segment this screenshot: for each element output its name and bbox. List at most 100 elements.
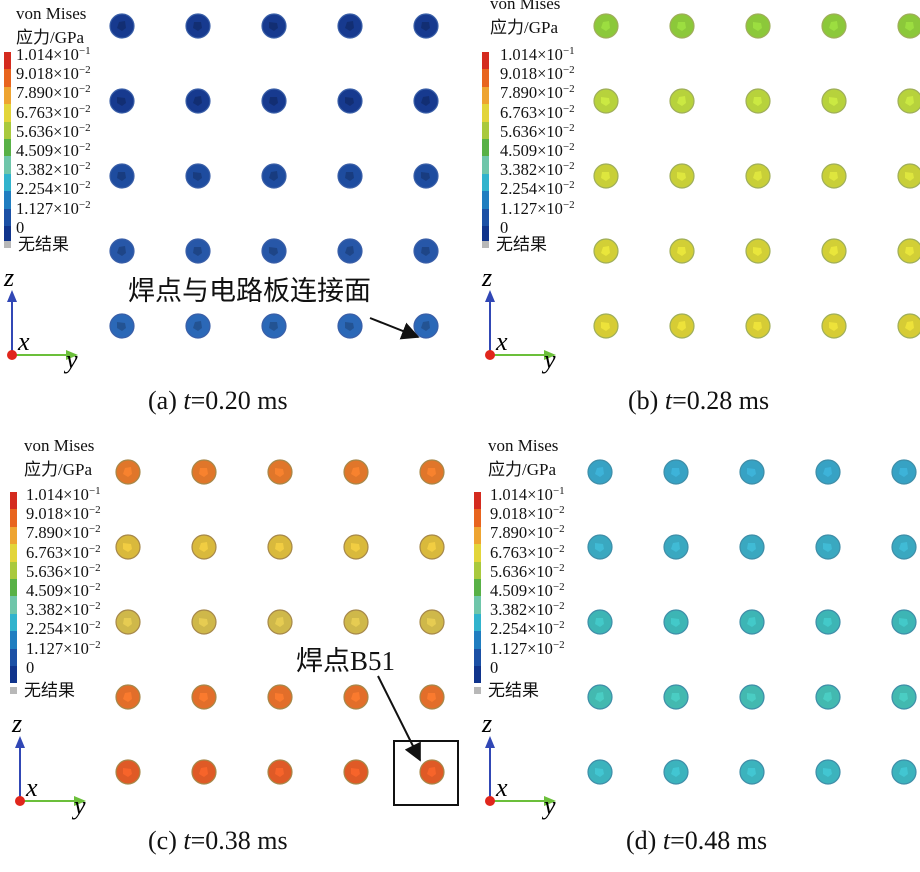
solder-joint (739, 759, 765, 785)
solder-joint (419, 534, 445, 560)
solder-joint (267, 684, 293, 710)
legend-title-line2: 应力/GPa (16, 28, 84, 47)
color-bar-segment (10, 578, 17, 597)
y-axis-arrowhead (544, 796, 556, 806)
color-bar-segment (10, 596, 17, 614)
color-bar-segment (4, 69, 11, 87)
no-result-label: 无结果 (474, 682, 539, 700)
legend-title: von Mises 应力/GPa (16, 4, 86, 48)
legend-title-line2: 应力/GPa (24, 460, 92, 479)
y-axis-label: y (541, 345, 556, 374)
color-bar-segment (482, 104, 489, 122)
solder-joint (815, 534, 841, 560)
z-axis-label: z (3, 263, 14, 292)
solder-joint (343, 609, 369, 635)
x-axis-label: x (25, 773, 38, 802)
solder-joint (419, 459, 445, 485)
solder-joint (343, 459, 369, 485)
legend-title-line1: von Mises (488, 436, 559, 455)
legend-tick: 3.382×10−2 (26, 600, 101, 620)
color-bar-segment (10, 613, 17, 632)
color-bar (10, 492, 17, 684)
color-bar-segment (482, 156, 489, 174)
color-bar-segment (10, 648, 17, 666)
legend-tick: 7.890×10−2 (26, 523, 101, 543)
x-axis-origin (485, 350, 495, 360)
panel-c: von Mises 应力/GPa 1.014×10−1 9.018×10−2 7.8… (0, 436, 460, 872)
color-bar-segment (4, 173, 11, 192)
solder-joint (261, 313, 287, 339)
solder-joint (261, 13, 287, 39)
legend-tick: 5.636×10−2 (16, 121, 91, 141)
solder-joint (191, 684, 217, 710)
color-bar-segment (474, 526, 481, 545)
z-axis-arrowhead (485, 736, 495, 748)
solder-joint (745, 313, 771, 339)
solder-joint (109, 13, 135, 39)
color-bar-segment (482, 52, 489, 70)
y-axis-arrowhead (544, 350, 556, 360)
solder-joint (821, 163, 847, 189)
legend-tick: 1.127×10−2 (26, 638, 101, 658)
solder-joint (745, 163, 771, 189)
color-bar-segment (10, 526, 17, 545)
legend-tick: 1.127×10−2 (16, 198, 91, 218)
solder-joint (185, 88, 211, 114)
z-axis-arrowhead (485, 290, 495, 302)
solder-joint (115, 759, 141, 785)
x-axis-label: x (495, 773, 508, 802)
solder-joint (109, 238, 135, 264)
solder-joint (109, 313, 135, 339)
y-axis-label: y (541, 791, 556, 820)
color-bar-segment (10, 631, 17, 649)
no-result-swatch (4, 241, 11, 248)
solder-joint (593, 13, 619, 39)
y-axis-arrowhead (74, 796, 86, 806)
solder-joint (261, 163, 287, 189)
solder-joint (891, 609, 917, 635)
color-bar (4, 52, 11, 244)
color-bar-segment (474, 509, 481, 527)
legend-tick: 1.014×10−1 (500, 45, 575, 64)
legend-tick: 6.763×10−2 (16, 102, 91, 122)
color-bar-segment (482, 138, 489, 157)
solder-joint (267, 609, 293, 635)
legend-tick: 1.127×10−2 (490, 638, 565, 658)
solder-joint (109, 163, 135, 189)
color-bar-segment (4, 138, 11, 157)
panel-d: von Mises 应力/GPa 1.014×10−1 9.018×10−2 7.8… (474, 436, 920, 872)
legend-tick: 7.890×10−2 (500, 83, 575, 103)
legend-tick: 4.509×10−2 (26, 581, 101, 600)
color-bar (474, 492, 481, 684)
joint-b51-annotation: 焊点B51 (296, 646, 396, 676)
solder-joint (185, 238, 211, 264)
caption-d: (d) t=0.48 ms (626, 826, 768, 855)
solder-joint (815, 459, 841, 485)
legend-tick: 9.018×10−2 (26, 504, 101, 524)
color-bar-segment (4, 121, 11, 139)
legend-tick: 2.254×10−2 (16, 179, 91, 199)
legend-tick: 0 (490, 657, 499, 677)
solder-joint (413, 163, 439, 189)
solder-joint (821, 238, 847, 264)
color-bar-segment (4, 191, 11, 209)
x-axis-label: x (17, 327, 30, 356)
solder-joint (115, 609, 141, 635)
solder-joint (261, 88, 287, 114)
solder-joint (593, 88, 619, 114)
solder-joint (419, 759, 445, 785)
color-bar-segment (474, 665, 481, 684)
legend-tick: 0 (16, 217, 25, 237)
solder-joint (413, 13, 439, 39)
z-axis-label: z (481, 263, 492, 292)
solder-joint (891, 534, 917, 560)
color-bar-segment (482, 225, 489, 244)
color-bar-segment (4, 225, 11, 244)
legend-tick: 1.014×10−1 (16, 45, 91, 64)
legend-title-line2: 应力/GPa (490, 18, 558, 37)
legend-tick: 6.763×10−2 (490, 542, 565, 562)
legend-tick: 9.018×10−2 (490, 504, 565, 524)
solder-joint (343, 759, 369, 785)
y-axis-label: y (71, 791, 86, 820)
color-bar-segment (474, 544, 481, 562)
